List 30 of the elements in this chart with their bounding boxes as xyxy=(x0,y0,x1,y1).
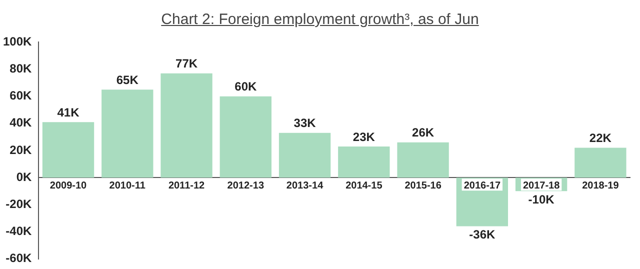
data-label: 65K xyxy=(116,72,139,87)
y-tick-label: 40K xyxy=(10,116,32,130)
y-tick-label: -20K xyxy=(6,196,32,211)
chart-title: Chart 2: Foreign employment growth³, as of Jun xyxy=(160,10,480,30)
y-tick-label: 20K xyxy=(10,142,32,157)
x-tick-label: 2017-18 xyxy=(522,180,560,192)
y-tick-label: -60K xyxy=(6,251,32,266)
x-tick-label: 2010-11 xyxy=(109,180,146,192)
y-tick-label: 100K xyxy=(3,34,32,49)
x-tick-label: 2011-12 xyxy=(168,180,206,192)
x-tick-label: 2014-15 xyxy=(346,180,383,192)
data-label: 41K xyxy=(57,105,80,120)
y-tick-label: 0K xyxy=(16,170,32,184)
x-tick-label: 2013-14 xyxy=(286,180,324,192)
data-label: -36K xyxy=(469,228,496,242)
data-label: 23K xyxy=(352,130,376,144)
x-tick-label: 2009-10 xyxy=(50,180,88,192)
x-tick-label: 2018-19 xyxy=(582,180,620,192)
data-label: 22K xyxy=(589,131,612,146)
data-label: -10K xyxy=(528,192,555,206)
data-label: 26K xyxy=(412,126,434,140)
y-tick-label: 80K xyxy=(10,62,32,76)
y-tick-label: -40K xyxy=(6,224,32,238)
x-tick-label: 2012-13 xyxy=(227,180,264,192)
data-label: 77K xyxy=(176,56,198,71)
y-tick-label: 60K xyxy=(10,88,32,103)
data-label: 33K xyxy=(294,116,316,130)
x-tick-label: 2015-16 xyxy=(404,180,442,192)
x-tick-label: 2016-17 xyxy=(464,180,501,192)
data-label: 60K xyxy=(234,80,257,94)
